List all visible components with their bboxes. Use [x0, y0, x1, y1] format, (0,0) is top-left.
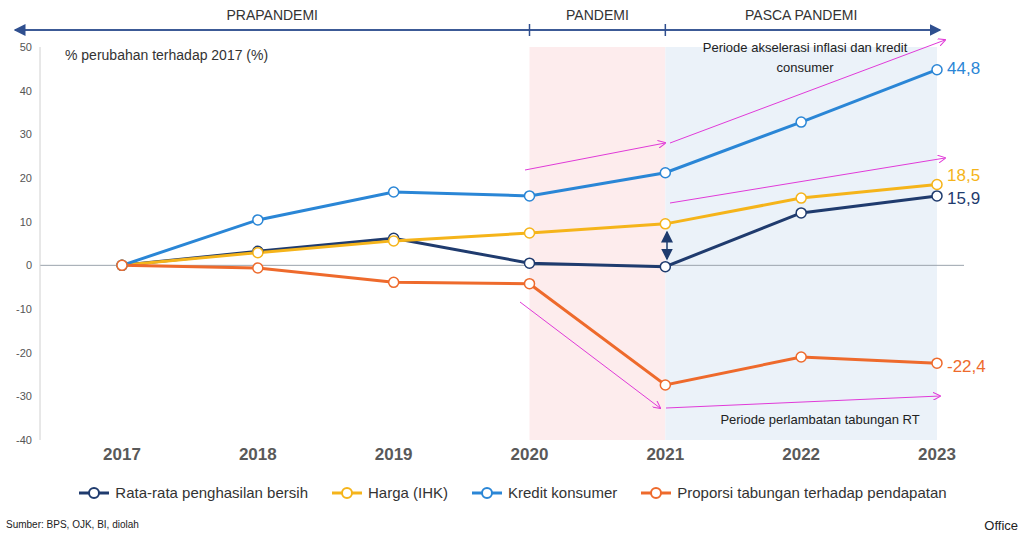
svg-text:10: 10: [20, 216, 32, 228]
html-text:Harga (IHK): Harga (IHK): [368, 484, 448, 501]
svg-text:-40: -40: [16, 434, 32, 446]
svg-text:2022: 2022: [782, 445, 820, 464]
svg-text:-20: -20: [16, 347, 32, 359]
svg-text:-10: -10: [16, 303, 32, 315]
html-text:Office: Office: [984, 518, 1018, 533]
svg-text:2019: 2019: [375, 445, 413, 464]
html-text:Periode perlambatan tabungan R: Periode perlambatan tabungan RT: [720, 412, 920, 427]
html-text:Periode akselerasi inflasi dan: Periode akselerasi inflasi dan kredit co…: [702, 40, 908, 75]
svg-text:18,5: 18,5: [947, 166, 980, 185]
svg-text:PRAPANDEMI: PRAPANDEMI: [226, 7, 318, 23]
svg-text:PASCA PANDEMI: PASCA PANDEMI: [745, 7, 857, 23]
svg-text:PANDEMI: PANDEMI: [566, 7, 629, 23]
html-text:Proporsi tabungan terhadap pen: Proporsi tabungan terhadap pendapatan: [677, 484, 947, 501]
svg-text:-30: -30: [16, 390, 32, 402]
svg-text:0: 0: [26, 259, 32, 271]
svg-text:2021: 2021: [646, 445, 684, 464]
svg-text:-22,4: -22,4: [947, 357, 986, 376]
svg-text:2023: 2023: [918, 445, 956, 464]
html-text:Rata-rata penghasilan bersih: Rata-rata penghasilan bersih: [115, 484, 308, 501]
svg-text:2017: 2017: [103, 445, 141, 464]
html-text:Kredit konsumer: Kredit konsumer: [508, 484, 618, 501]
svg-text:20: 20: [20, 172, 32, 184]
svg-text:30: 30: [20, 128, 32, 140]
svg-text:44,8: 44,8: [947, 59, 980, 78]
svg-text:2018: 2018: [239, 445, 277, 464]
svg-text:% perubahan terhadap 2017 (%): % perubahan terhadap 2017 (%): [65, 47, 268, 63]
html-text:Sumber: BPS, OJK, BI, diolah: Sumber: BPS, OJK, BI, diolah: [6, 519, 139, 530]
svg-text:40: 40: [20, 85, 32, 97]
svg-text:15,9: 15,9: [947, 189, 980, 208]
svg-text:2020: 2020: [511, 445, 549, 464]
svg-text:50: 50: [20, 41, 32, 53]
